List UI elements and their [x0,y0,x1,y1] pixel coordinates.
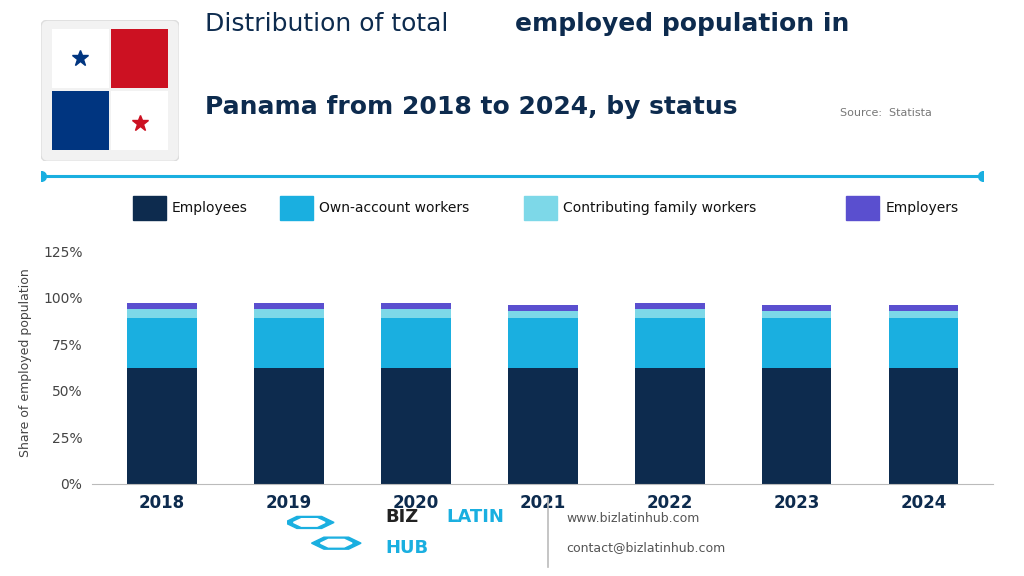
Bar [112,91,168,150]
Bar [381,318,451,369]
Text: Own-account workers: Own-account workers [319,201,469,215]
Text: Employers: Employers [885,201,958,215]
Bar [635,369,705,484]
Text: Contributing family workers: Contributing family workers [563,201,757,215]
Bar [635,309,705,318]
Text: BIZ: BIZ [386,508,419,526]
Bar [127,309,197,318]
Bar [762,305,831,311]
Bar [889,305,958,311]
Bar [381,309,451,318]
Y-axis label: Share of employed population: Share of employed population [18,268,32,457]
Bar [254,318,324,369]
Bar [127,369,197,484]
Bar [127,304,197,309]
Bar [635,318,705,369]
Bar [762,369,831,484]
Bar [889,318,958,369]
Bar [508,369,578,484]
Text: Panama from 2018 to 2024, by status: Panama from 2018 to 2024, by status [205,96,737,119]
Text: LATIN: LATIN [446,508,505,526]
Bar [635,304,705,309]
FancyBboxPatch shape [281,196,313,219]
Bar [254,309,324,318]
FancyBboxPatch shape [846,196,879,219]
Text: contact@bizlatinhub.com: contact@bizlatinhub.com [566,541,725,554]
Text: Distribution of total: Distribution of total [205,12,456,36]
Bar [889,369,958,484]
Bar [889,311,958,318]
Polygon shape [321,540,352,547]
Polygon shape [294,519,325,526]
Bar [381,369,451,484]
FancyBboxPatch shape [133,196,166,219]
Polygon shape [311,537,361,549]
Text: Employees: Employees [172,201,248,215]
Bar [508,305,578,311]
Bar [52,91,109,150]
Text: www.bizlatinhub.com: www.bizlatinhub.com [566,511,699,525]
Bar [52,29,109,88]
Bar [762,318,831,369]
Bar [381,304,451,309]
Polygon shape [285,517,334,528]
Bar [508,311,578,318]
Bar [254,369,324,484]
Bar [112,29,168,88]
Bar [762,311,831,318]
Text: employed population in: employed population in [515,12,849,36]
Bar [254,304,324,309]
Text: HUB: HUB [386,539,429,558]
FancyBboxPatch shape [524,196,557,219]
Bar [127,318,197,369]
Text: Source:  Statista: Source: Statista [840,108,932,118]
FancyBboxPatch shape [41,20,179,161]
Bar [508,318,578,369]
